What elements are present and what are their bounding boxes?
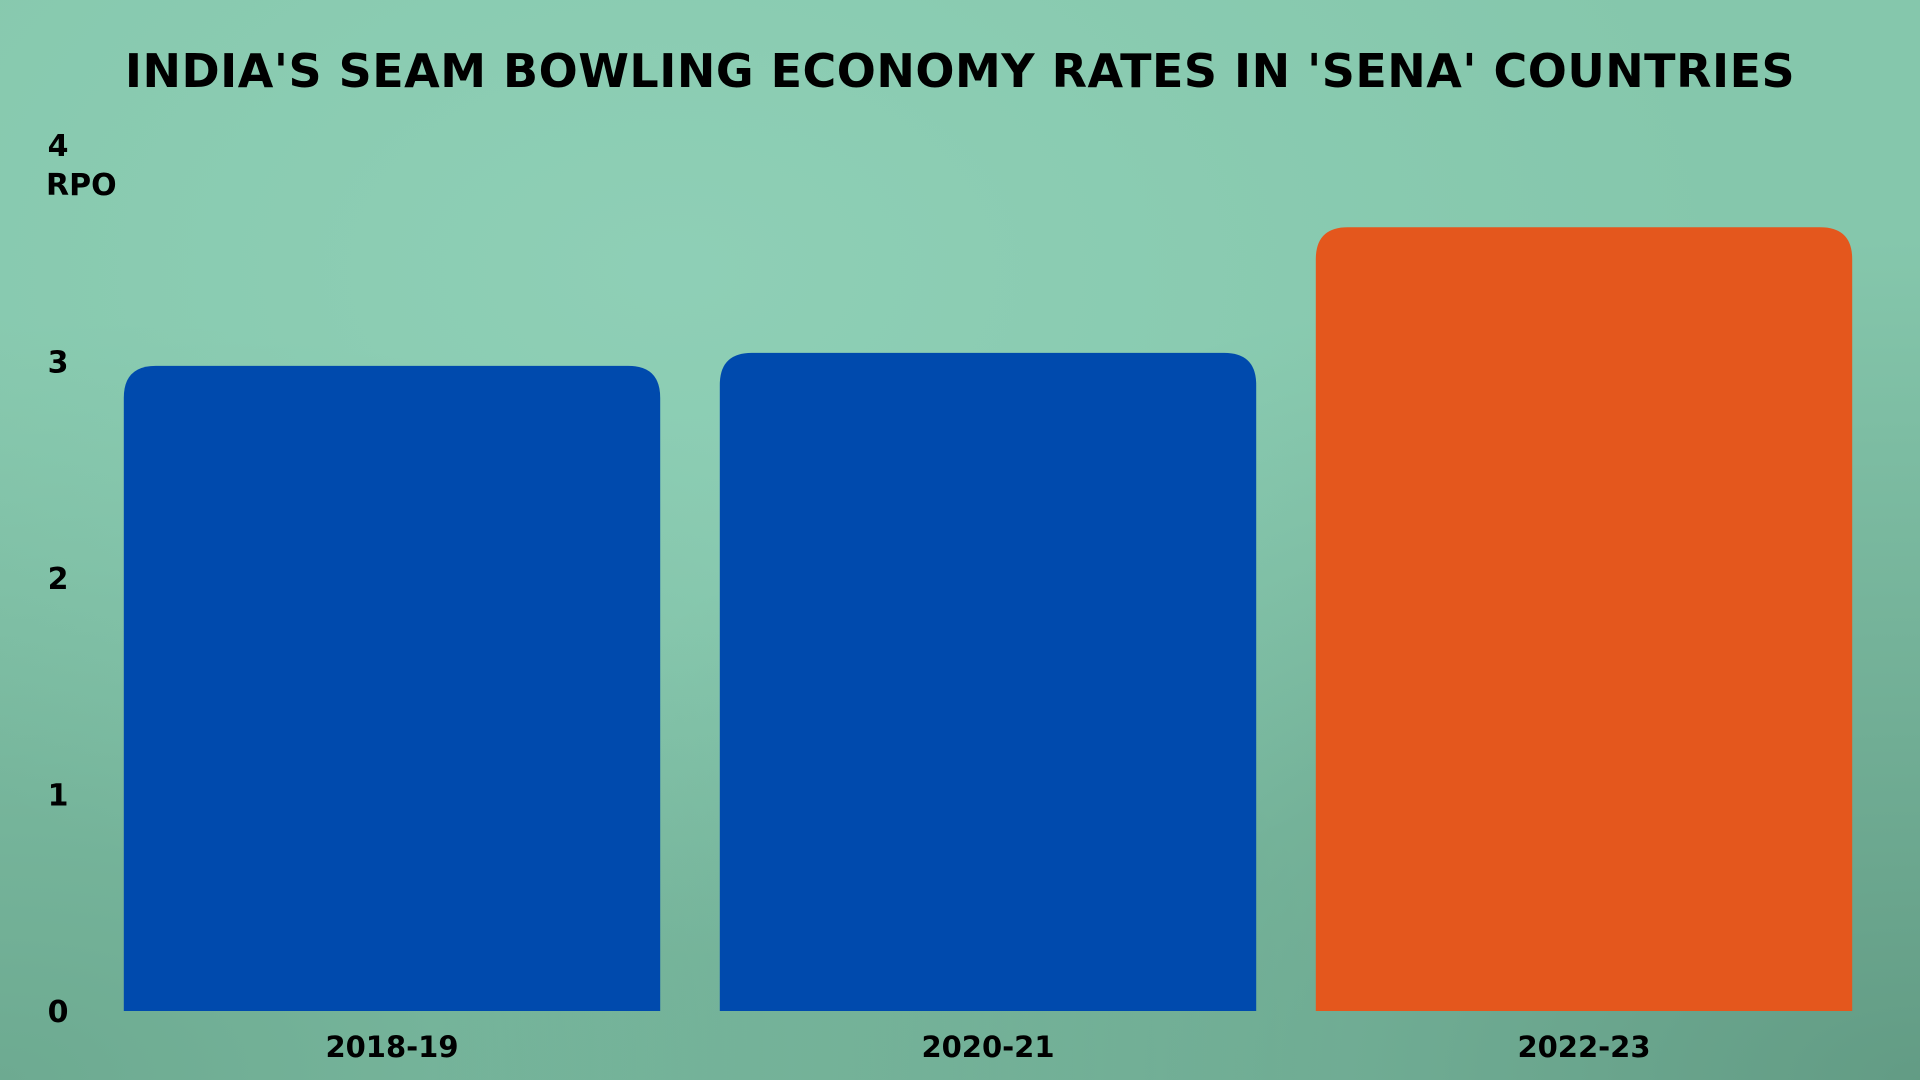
bar-2018-19	[123, 365, 661, 1012]
y-axis-label: RPO	[46, 168, 117, 203]
chart-title: India's seam bowling economy rates in 'S…	[124, 44, 1796, 98]
x-tick-label: 2018-19	[325, 1030, 458, 1064]
y-tick-label: 3	[48, 346, 69, 381]
y-tick-label: 2	[48, 562, 69, 597]
y-tick-label: 0	[48, 995, 69, 1030]
x-axis: 2018-19 2020-21 2022-23	[325, 1030, 1650, 1064]
y-axis: 0 1 2 3 4 RPO	[46, 129, 117, 1030]
y-tick-label: 4	[48, 129, 69, 164]
y-tick-label: 1	[48, 779, 69, 814]
bar-2020-21	[719, 352, 1257, 1012]
bar-group	[123, 227, 1853, 1012]
bar-2022-23	[1315, 227, 1853, 1011]
x-tick-label: 2022-23	[1517, 1030, 1650, 1064]
x-tick-label: 2020-21	[921, 1030, 1054, 1064]
